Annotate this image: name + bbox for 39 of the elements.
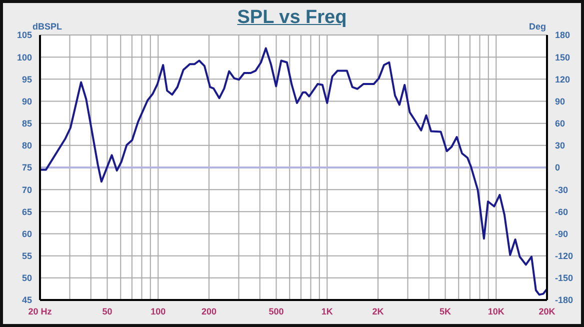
x-tick-label: 2K	[372, 306, 384, 316]
y2-tick-label: -120	[555, 251, 574, 262]
y-tick-label: 90	[22, 96, 32, 106]
y2-tick-label: -180	[555, 295, 574, 306]
y-tick-label: 70	[22, 184, 32, 195]
y-axis-title: dBSPL	[32, 21, 62, 32]
x-tick-label: 100	[150, 306, 166, 316]
y2-tick-label: 180	[555, 30, 570, 40]
x-tick-label: 20 Hz	[28, 306, 52, 316]
y2-tick-label: 90	[555, 96, 566, 106]
x-tick-label: 500	[268, 306, 284, 316]
x-tick-label: 1K	[321, 306, 334, 316]
y2-tick-label: 120	[555, 74, 570, 84]
x-tick-label: 20K	[538, 306, 556, 316]
y2-tick-label: 30	[555, 140, 566, 151]
y-tick-label: 65	[22, 206, 32, 217]
x-tick-label: 5K	[439, 306, 452, 316]
y-tick-label: 75	[22, 162, 32, 173]
y-tick-label: 55	[22, 251, 32, 262]
y2-tick-label: -60	[555, 206, 568, 217]
y2-tick-label: -150	[555, 273, 574, 284]
chart-title: SPL vs Freq	[237, 7, 347, 28]
y-tick-label: 80	[22, 140, 32, 151]
y2-tick-label: 150	[555, 52, 570, 62]
y2-tick-label: -90	[555, 228, 568, 239]
y-tick-label: 50	[22, 273, 32, 284]
x-tick-label: 200	[201, 306, 217, 316]
y2-axis-title: Deg	[529, 21, 546, 32]
y-tick-label: 85	[22, 118, 32, 129]
y-tick-label: 60	[22, 228, 32, 239]
y-tick-label: 95	[22, 74, 32, 84]
x-tick-label: 10K	[488, 306, 505, 316]
y-tick-label: 45	[22, 295, 32, 306]
y2-tick-label: 60	[555, 118, 566, 129]
x-tick-label: 50	[102, 306, 112, 316]
y-tick-label: 100	[16, 52, 32, 62]
y2-tick-label: 0	[555, 162, 560, 173]
y-tick-label: 105	[16, 30, 32, 40]
y2-tick-label: -30	[555, 184, 568, 195]
